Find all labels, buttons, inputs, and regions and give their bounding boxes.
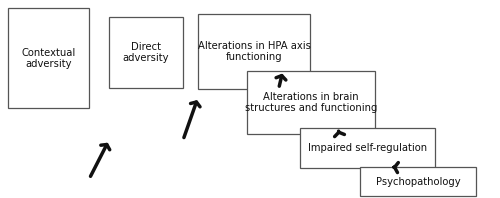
- FancyBboxPatch shape: [300, 128, 435, 168]
- FancyBboxPatch shape: [8, 8, 89, 109]
- Text: Alterations in brain
structures and functioning: Alterations in brain structures and func…: [245, 91, 377, 113]
- FancyBboxPatch shape: [360, 167, 476, 196]
- Text: Direct
adversity: Direct adversity: [123, 42, 169, 63]
- Text: Impaired self-regulation: Impaired self-regulation: [308, 143, 427, 152]
- FancyBboxPatch shape: [247, 71, 375, 134]
- FancyBboxPatch shape: [109, 17, 183, 88]
- Text: Contextual
adversity: Contextual adversity: [22, 48, 76, 69]
- Text: Alterations in HPA axis
functioning: Alterations in HPA axis functioning: [198, 41, 310, 62]
- FancyBboxPatch shape: [198, 14, 310, 89]
- Text: Psychopathology: Psychopathology: [376, 177, 460, 187]
